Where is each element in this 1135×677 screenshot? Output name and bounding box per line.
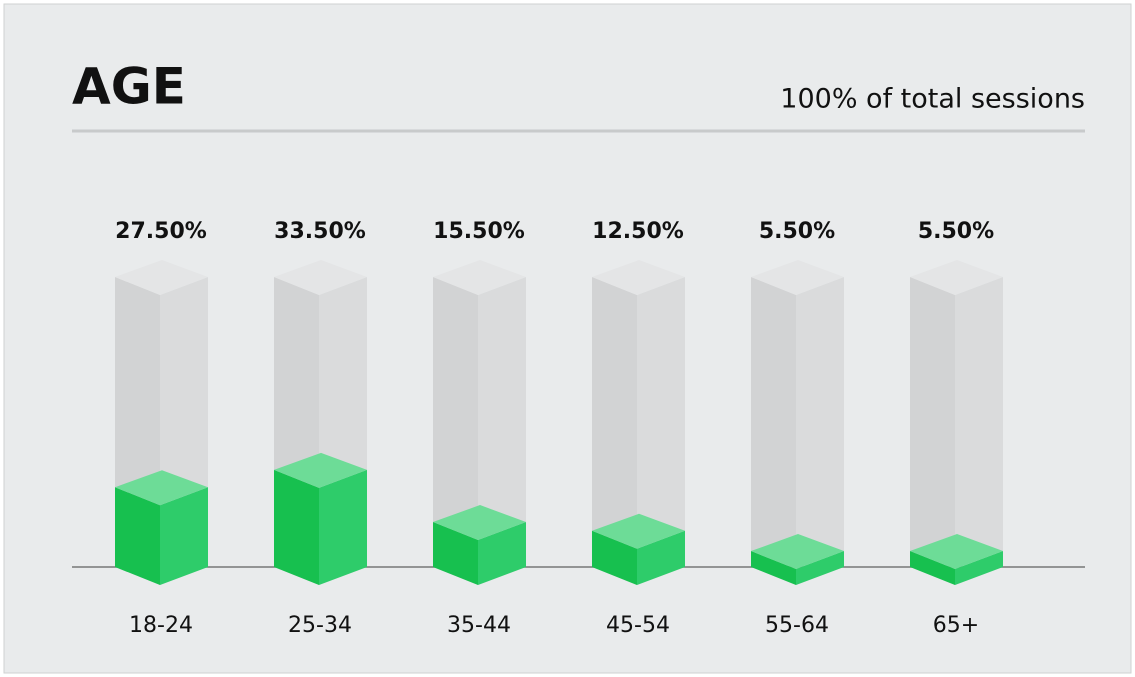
top-face [115, 260, 208, 295]
x-tick-label: 18-24 [129, 613, 193, 638]
left-face [433, 277, 478, 585]
top-face [274, 452, 367, 488]
top-face [751, 260, 844, 295]
x-tick-label: 25-34 [288, 613, 352, 638]
value-label: 33.50% [274, 219, 366, 244]
bar [274, 452, 367, 585]
track [433, 260, 526, 585]
left-face [751, 551, 796, 585]
right-face [637, 277, 685, 585]
chart-subtitle: 100% of total sessions [780, 84, 1085, 115]
right-face [955, 551, 1003, 585]
value-label: 5.50% [918, 219, 994, 244]
top-face [433, 505, 526, 541]
right-face [478, 522, 526, 585]
bar [592, 513, 685, 585]
left-face [910, 277, 955, 585]
x-tick-label: 55-64 [765, 613, 829, 638]
track [751, 260, 844, 585]
left-face [592, 530, 637, 585]
top-face [592, 260, 685, 295]
right-face [796, 277, 844, 585]
value-label: 5.50% [759, 219, 835, 244]
top-face [274, 260, 367, 295]
bar [115, 470, 208, 585]
left-face [274, 469, 319, 585]
track [592, 260, 685, 585]
value-label: 27.50% [115, 219, 207, 244]
bar [751, 534, 844, 585]
track [910, 260, 1003, 585]
left-face [115, 487, 160, 585]
top-face [751, 534, 844, 570]
right-face [160, 487, 208, 585]
x-tick-label: 35-44 [447, 613, 511, 638]
bar [433, 505, 526, 585]
right-face [637, 530, 685, 585]
value-label: 12.50% [592, 219, 684, 244]
top-face [910, 534, 1003, 570]
right-face [319, 469, 367, 585]
right-face [955, 277, 1003, 585]
x-tick-label: 65+ [933, 613, 979, 638]
left-face [592, 277, 637, 585]
top-face [910, 260, 1003, 295]
chart-title: AGE [72, 58, 186, 116]
left-face [751, 277, 796, 585]
bar [910, 534, 1003, 585]
value-label: 15.50% [433, 219, 525, 244]
top-face [433, 260, 526, 295]
right-face [796, 551, 844, 585]
left-face [433, 522, 478, 585]
top-face [115, 470, 208, 506]
left-face [910, 551, 955, 585]
top-face [592, 513, 685, 549]
right-face [478, 277, 526, 585]
x-tick-label: 45-54 [606, 613, 670, 638]
